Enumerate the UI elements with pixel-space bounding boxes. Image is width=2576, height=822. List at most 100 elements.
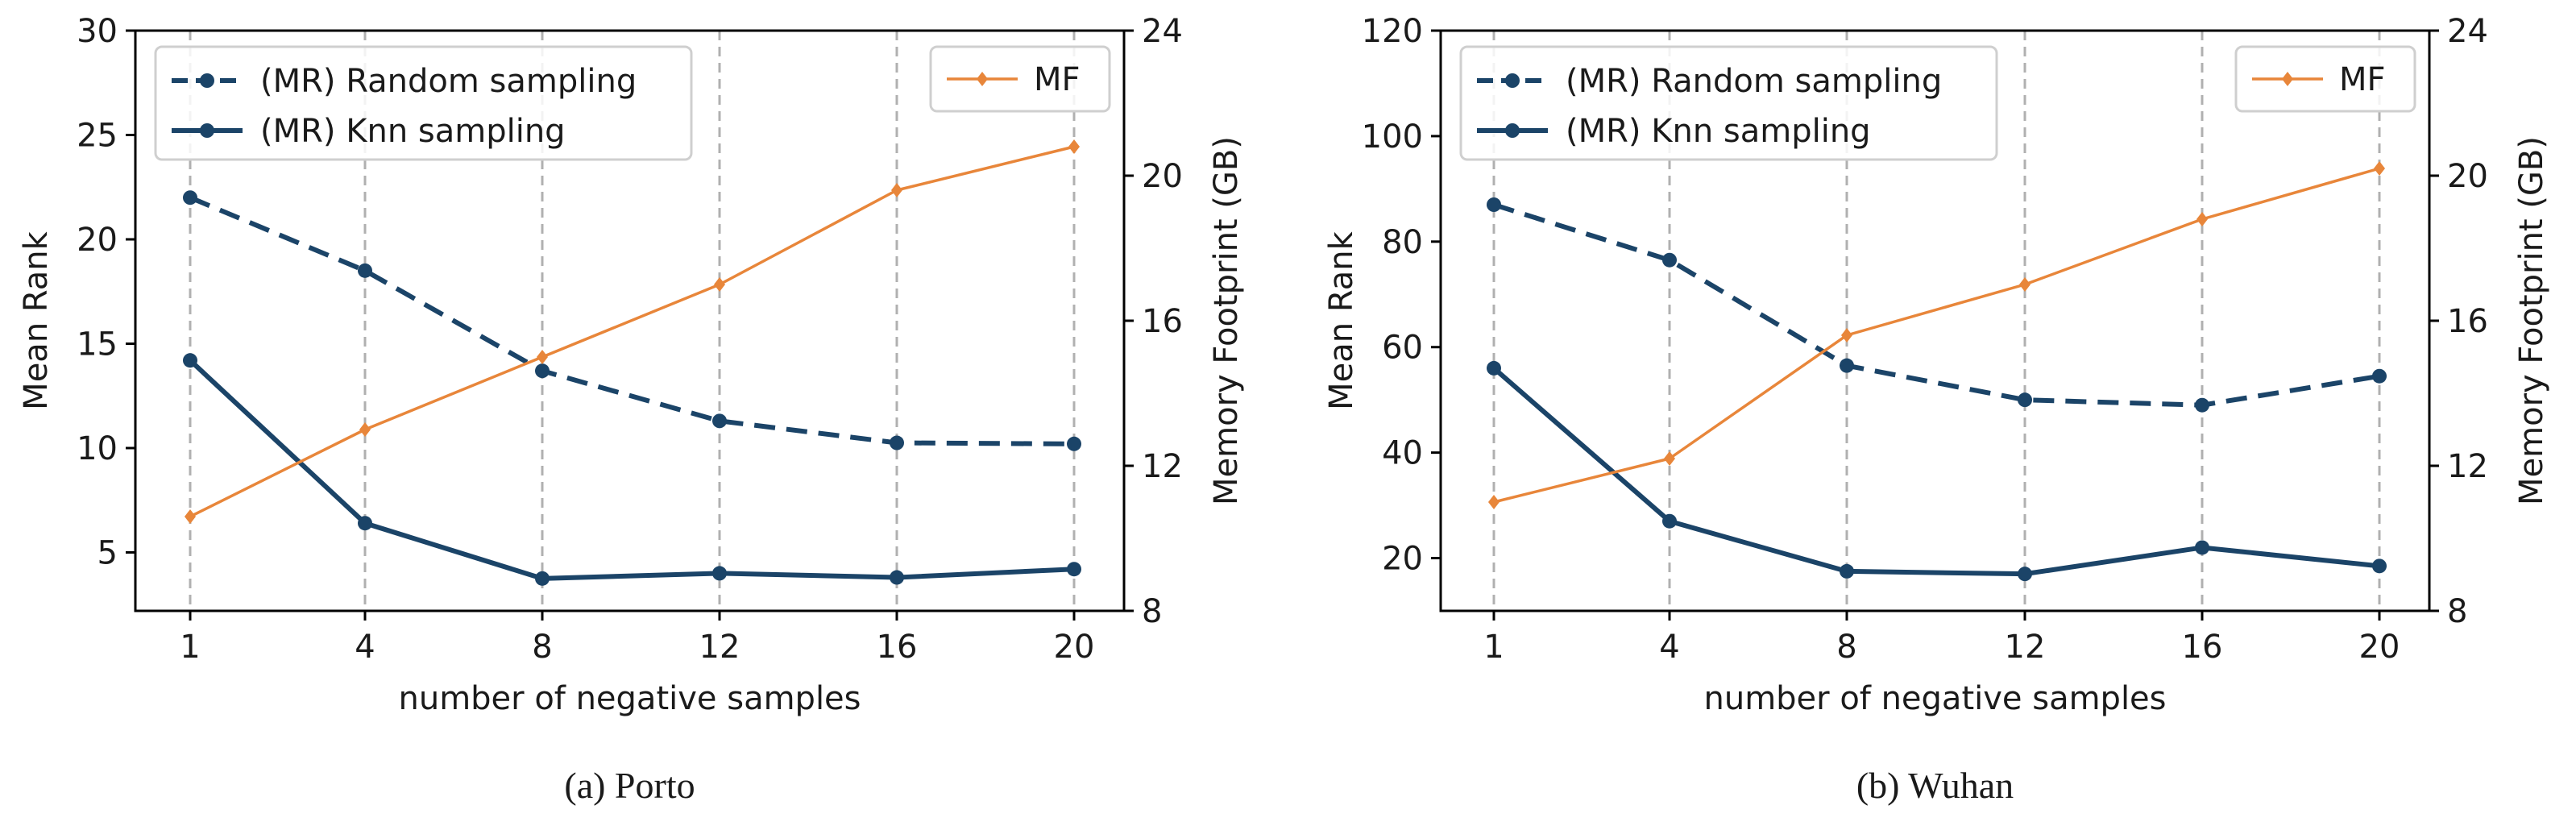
y-tick-label-left: 5 bbox=[97, 534, 118, 571]
legend-box bbox=[154, 45, 693, 161]
legend-marker bbox=[200, 73, 214, 88]
data-point bbox=[891, 183, 902, 197]
x-tick-label: 12 bbox=[699, 629, 740, 666]
y-tick-label-right: 8 bbox=[2447, 593, 2467, 630]
data-point bbox=[358, 263, 372, 278]
data-point bbox=[1488, 495, 1500, 509]
legend-label: (MR) Random sampling bbox=[260, 63, 637, 100]
data-point bbox=[1664, 451, 1675, 466]
y-tick-label-right: 20 bbox=[2447, 158, 2488, 195]
axes: 1 4 8 12 16 20 5 10 15 20 25 30 8 12 16 20 24 bbox=[77, 13, 1183, 666]
series-line bbox=[189, 145, 1075, 518]
plot-area bbox=[1487, 161, 2387, 582]
y-tick-label-right: 12 bbox=[1142, 448, 1183, 485]
y-tick-label-left: 30 bbox=[77, 13, 118, 50]
series-line bbox=[1493, 202, 2380, 408]
data-point bbox=[2374, 161, 2385, 176]
chart-panel-porto: 1 4 8 12 16 20 5 10 15 20 25 30 8 12 16 20 24 (MR) Rando… bbox=[18, 13, 1245, 806]
y-tick-label-right: 20 bbox=[1142, 158, 1183, 195]
legend-marker bbox=[1505, 73, 1520, 88]
data-point bbox=[185, 509, 196, 524]
x-tick-label: 4 bbox=[355, 629, 375, 666]
chart-caption: (a) Porto bbox=[564, 765, 695, 806]
data-point bbox=[2195, 540, 2209, 555]
x-tick-label: 20 bbox=[2359, 629, 2400, 666]
x-tick-label: 1 bbox=[1483, 629, 1504, 666]
y-tick-label-right: 16 bbox=[2447, 303, 2488, 340]
y-tick-label-right: 24 bbox=[2447, 13, 2488, 50]
y-tick-label-right: 16 bbox=[1142, 303, 1183, 340]
series-line bbox=[1492, 366, 2380, 577]
x-axis-label: number of negative samples bbox=[1703, 680, 2166, 717]
data-point bbox=[2196, 212, 2208, 226]
data-point bbox=[712, 413, 727, 429]
y-tick-label-left: 15 bbox=[77, 326, 118, 363]
data-point bbox=[535, 363, 550, 379]
series-line bbox=[189, 195, 1075, 446]
data-point bbox=[2018, 392, 2032, 408]
data-point bbox=[2372, 368, 2387, 384]
data-point bbox=[1487, 197, 1501, 212]
data-point bbox=[2195, 397, 2209, 413]
y-tick-label-left: 10 bbox=[77, 430, 118, 467]
legend-marker bbox=[977, 72, 988, 86]
plot-area bbox=[183, 139, 1081, 586]
data-point bbox=[1067, 436, 1081, 451]
legend-memory-footprint: MF bbox=[2234, 45, 2416, 113]
series-line bbox=[188, 359, 1075, 581]
x-tick-label: 8 bbox=[532, 629, 552, 666]
data-point bbox=[183, 353, 197, 368]
axes: 1 4 8 12 16 20 20 40 60 80 100 120 8 12 16 20 24 bbox=[1362, 13, 2488, 666]
series-line bbox=[1493, 167, 2380, 504]
legend-label: (MR) Random sampling bbox=[1566, 63, 1942, 100]
x-tick-label: 20 bbox=[1054, 629, 1095, 666]
y-tick-label-left: 25 bbox=[77, 117, 118, 154]
x-tick-label: 8 bbox=[1836, 629, 1856, 666]
legend-mean-rank: (MR) Random sampling (MR) Knn sampling bbox=[154, 45, 693, 161]
y-axis-label-left: Mean Rank bbox=[18, 230, 55, 409]
legend-box bbox=[1459, 45, 1998, 161]
data-point bbox=[712, 566, 727, 581]
data-point bbox=[1068, 139, 1080, 154]
data-point bbox=[1487, 360, 1501, 376]
legend-label: MF bbox=[1034, 61, 1081, 98]
data-point bbox=[183, 190, 197, 206]
x-tick-label: 1 bbox=[180, 629, 200, 666]
data-point bbox=[890, 435, 904, 450]
data-point bbox=[1841, 328, 1852, 342]
chart-caption: (b) Wuhan bbox=[1856, 765, 2014, 806]
y-tick-label-left: 20 bbox=[77, 222, 118, 259]
x-tick-label: 16 bbox=[877, 629, 918, 666]
x-tick-label: 16 bbox=[2182, 629, 2223, 666]
y-axis-label-right: Memory Footprint (GB) bbox=[2513, 136, 2550, 505]
legend-marker bbox=[200, 123, 214, 138]
x-tick-label: 4 bbox=[1659, 629, 1679, 666]
x-tick-label: 12 bbox=[2005, 629, 2046, 666]
data-point bbox=[537, 350, 548, 364]
data-point bbox=[1067, 562, 1081, 577]
legend-box bbox=[929, 45, 1111, 113]
data-point bbox=[1662, 513, 1677, 529]
x-axis-label: number of negative samples bbox=[398, 680, 861, 717]
y-axis-label-right: Memory Footprint (GB) bbox=[1208, 136, 1245, 505]
y-tick-label-right: 12 bbox=[2447, 448, 2488, 485]
legend-label: (MR) Knn sampling bbox=[260, 113, 566, 150]
y-tick-label-left: 60 bbox=[1382, 330, 1423, 367]
y-tick-label-right: 24 bbox=[1142, 13, 1183, 50]
data-point bbox=[535, 571, 550, 586]
data-point bbox=[2019, 277, 2031, 292]
y-axis-label-left: Mean Rank bbox=[1323, 230, 1360, 409]
data-point bbox=[714, 277, 725, 292]
data-point bbox=[358, 516, 372, 531]
y-tick-label-left: 120 bbox=[1362, 13, 1423, 50]
data-point bbox=[1662, 252, 1677, 268]
legend-memory-footprint: MF bbox=[929, 45, 1111, 113]
data-point bbox=[2018, 567, 2032, 582]
legend-label: (MR) Knn sampling bbox=[1566, 113, 1871, 150]
data-point bbox=[890, 570, 904, 585]
legend-marker bbox=[2282, 72, 2293, 86]
data-point bbox=[2372, 558, 2387, 574]
legend-box bbox=[2234, 45, 2416, 113]
y-tick-label-right: 8 bbox=[1142, 593, 1162, 630]
